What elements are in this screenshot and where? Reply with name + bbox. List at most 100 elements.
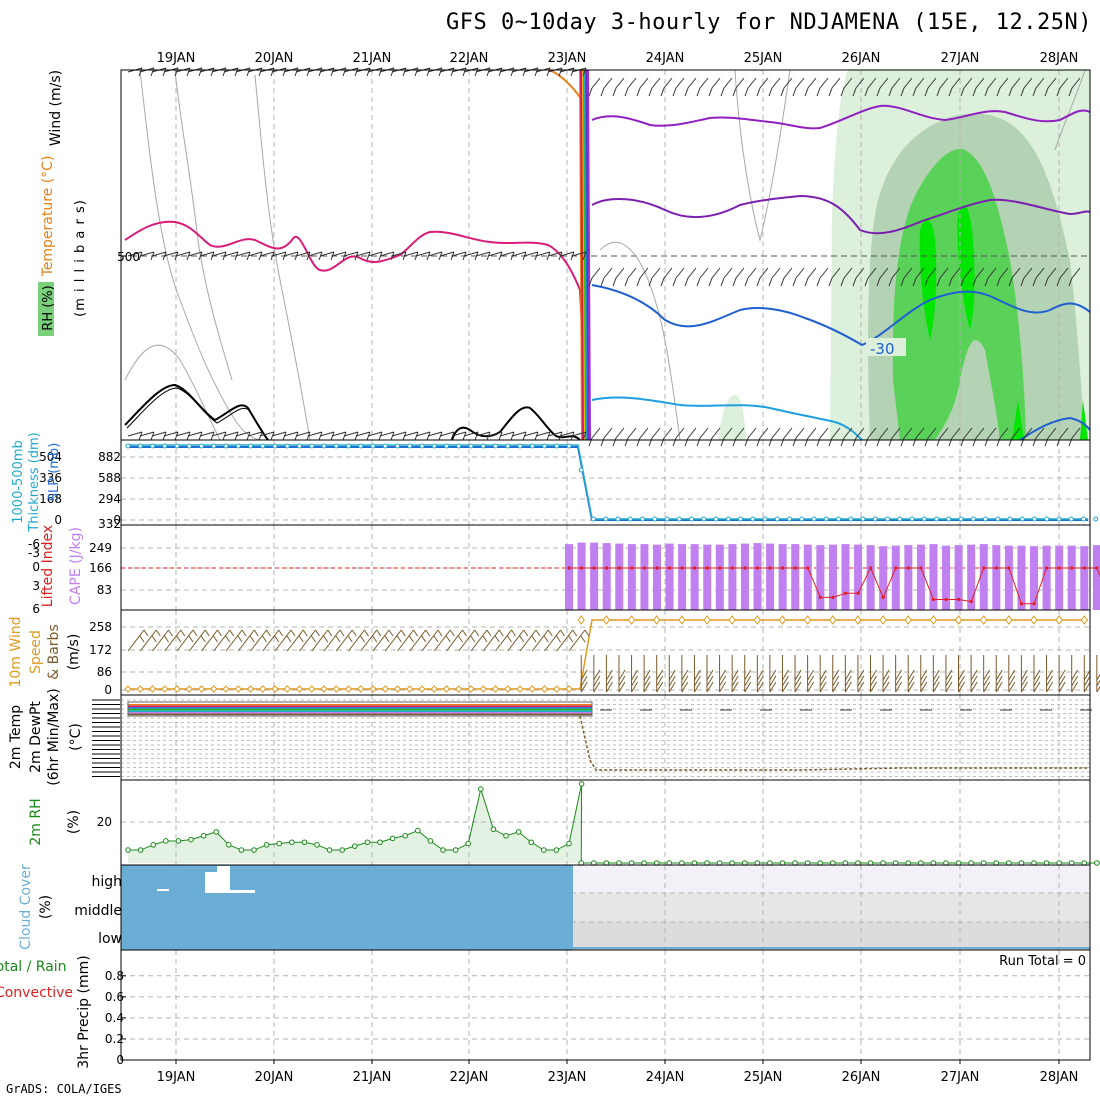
data-point	[781, 566, 785, 570]
wind-barb	[660, 77, 673, 97]
wind-barb	[804, 77, 817, 97]
wind-barb	[1020, 77, 1033, 97]
wind-barb	[571, 251, 587, 261]
wind-barb	[235, 431, 251, 441]
wind-barb	[852, 427, 865, 447]
wind-barb	[720, 267, 733, 287]
wind-barb	[876, 267, 889, 287]
data-point	[843, 591, 848, 595]
wind-barb	[864, 427, 877, 447]
wind-barb	[706, 655, 714, 693]
data-point	[566, 840, 572, 847]
wind-barb	[247, 67, 263, 77]
wind-barb	[593, 655, 601, 693]
wind-barb	[792, 427, 805, 447]
date-label-bottom: 23JAN	[548, 1070, 587, 1085]
cape-bar	[753, 543, 762, 610]
cape-bar	[1017, 545, 1026, 610]
date-label-bottom: 26JAN	[842, 1070, 881, 1085]
wind-barb	[828, 267, 841, 287]
wind-barb	[1071, 655, 1079, 693]
wind-barb	[439, 67, 455, 77]
wind-barb	[732, 77, 745, 97]
data-point	[352, 843, 358, 849]
data-point	[503, 832, 509, 839]
cloud-gap	[193, 866, 255, 893]
temperature-contour	[124, 383, 269, 441]
axis-label-cape: CAPE (J/kg)	[68, 527, 84, 605]
wind-barb	[912, 77, 925, 97]
data-point	[444, 443, 449, 449]
ytick-label-right: 882	[98, 450, 121, 464]
wind-barb	[367, 67, 383, 77]
date-label-top: 28JAN	[1040, 51, 1079, 66]
wind-barb	[151, 431, 167, 441]
wind-barb	[631, 655, 638, 693]
data-point	[730, 566, 734, 570]
axis-label-cloud: Cloud Cover	[18, 864, 34, 950]
data-point	[983, 516, 988, 522]
cape-bar	[1030, 546, 1039, 610]
rh-legend-swatch	[38, 282, 54, 336]
wind-barb	[335, 629, 357, 652]
data-point	[480, 443, 486, 449]
data-point	[283, 685, 291, 693]
axis-label-slp: SLP (mb)	[47, 443, 62, 502]
wind-barb	[844, 655, 852, 693]
ytick-label-right: 0	[113, 513, 121, 527]
data-point	[528, 839, 535, 846]
data-point	[1080, 615, 1088, 625]
wind-barb	[475, 67, 491, 77]
cape-bar	[992, 545, 1001, 610]
data-point	[787, 516, 792, 522]
wind-barb	[403, 67, 419, 77]
data-point	[836, 516, 841, 522]
cape-bar	[841, 544, 850, 610]
data-point	[389, 835, 396, 842]
wind-barb	[756, 427, 769, 447]
wind-barb	[600, 427, 613, 447]
wind-barb	[960, 427, 973, 447]
wind-barb	[780, 427, 793, 447]
wind-barb	[1068, 427, 1081, 447]
data-point	[1044, 516, 1050, 522]
data-point	[617, 566, 621, 570]
wind-barb	[1068, 77, 1081, 97]
axis-label-minmax: (6hr Min/Max)	[46, 688, 62, 785]
cape-bar	[602, 543, 611, 610]
wind-barb	[960, 77, 973, 97]
wind-barb	[379, 431, 395, 441]
wind-barb	[995, 655, 1003, 693]
wind-barb	[535, 431, 551, 441]
wind-barb	[415, 431, 431, 441]
data-point	[894, 566, 898, 570]
data-point	[762, 516, 768, 522]
data-point	[1095, 566, 1099, 570]
cape-bar	[728, 544, 737, 610]
temperature-contour	[124, 220, 583, 331]
wind-barb	[519, 629, 541, 652]
wind-barb	[648, 77, 661, 97]
data-point	[339, 847, 346, 853]
wind-barb	[828, 427, 841, 447]
data-point	[678, 615, 686, 625]
ytick-label-right: 294	[98, 492, 121, 506]
wind-barb	[948, 427, 961, 447]
wind-barb	[187, 431, 203, 441]
wind-barb	[355, 431, 371, 441]
cape-bar	[879, 546, 888, 610]
wind-barb	[960, 267, 973, 287]
wind-barb	[223, 431, 239, 441]
wind-barb	[900, 77, 913, 97]
wind-barb	[852, 267, 865, 287]
wind-barb	[1008, 267, 1021, 287]
data-point	[517, 443, 523, 449]
data-point	[137, 847, 144, 853]
wind-barb	[600, 77, 613, 97]
wind-barb	[1046, 655, 1053, 693]
wind-barb	[719, 655, 727, 693]
data-point	[1094, 860, 1100, 866]
axis-label-rh: RH (%)	[41, 285, 56, 330]
data-point	[125, 443, 131, 449]
